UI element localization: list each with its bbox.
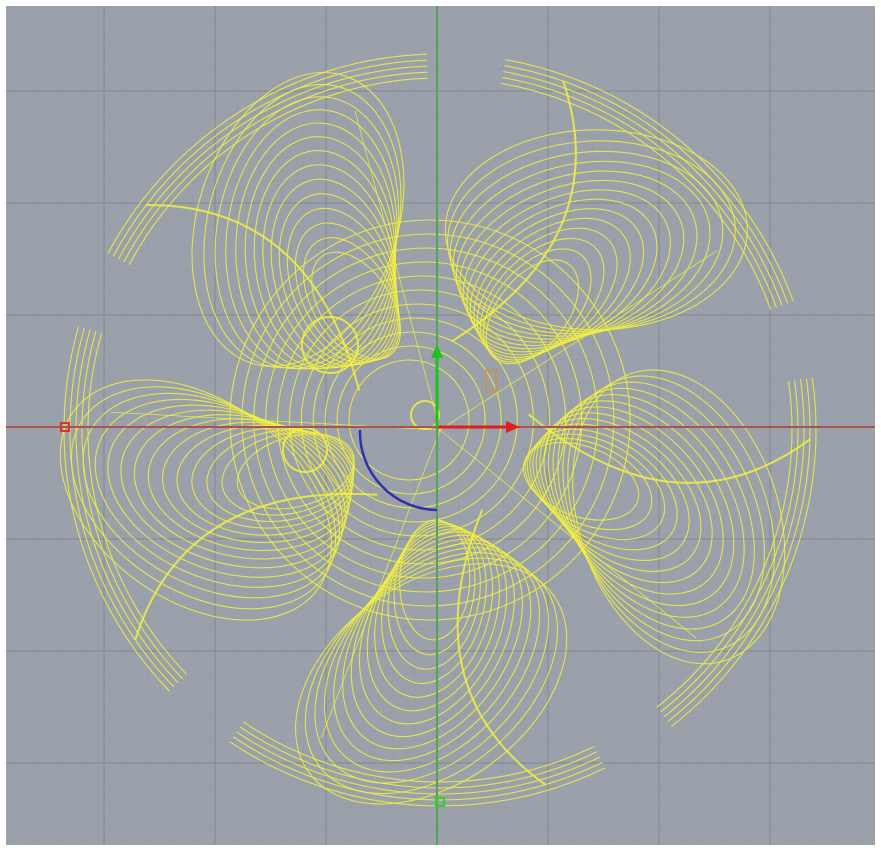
gumball-y-arrow [431,344,443,358]
gumball-rotate [358,429,438,512]
rim-arc [75,329,179,684]
rim-arc [69,327,175,688]
rim-arc [128,77,428,266]
grid [6,6,875,845]
hub-ring [277,275,567,565]
blade-edge [146,203,361,391]
hub-ring [312,317,518,523]
rim-arc [112,59,428,257]
blade-curve [221,431,355,516]
hub-eye [301,316,359,374]
blade-curve [295,563,568,805]
rim-arc [87,332,188,675]
grip-left [60,422,70,432]
rim-arc [236,731,600,795]
rim-arc [660,380,799,713]
grip-bottom [435,797,445,807]
blade-edge [451,80,577,342]
blade-edge [456,509,546,786]
hub-eye [410,400,440,430]
spoke [320,429,441,739]
spoke [354,111,441,431]
hub-ring [288,289,551,551]
blade-edge [134,492,378,641]
gumball-x-arrow [506,421,520,433]
rim-arc [656,380,793,708]
hub-ring [324,331,502,509]
blade-curve [302,237,401,361]
blade-curve [444,129,748,331]
rim-arc [504,65,789,304]
gumball-scale [485,369,497,393]
rim-arc [671,377,817,727]
rim-arc [663,379,805,718]
rim-arc [123,71,428,263]
rim-arc [501,82,772,310]
wireframe [59,53,817,807]
hub-ring [253,247,599,593]
rim-arc [232,736,603,801]
hub-ring [348,359,470,481]
rim-arc [63,326,170,692]
rim-arc [667,378,811,722]
rim-arc [107,53,427,254]
rim-arc [81,331,183,680]
hub-ring [300,303,534,537]
blade-curve [393,520,476,656]
blade-curve [59,379,332,621]
rim-arc [118,65,428,260]
hub-ring [336,345,486,495]
rim-arc [229,741,606,807]
spoke [439,429,697,639]
rim-arc [242,721,595,783]
blade-curve [482,248,592,363]
hub-ring [265,261,583,579]
hub-ring [241,233,615,607]
blade-edge [527,413,811,484]
hub-ring [229,219,631,621]
rim-arc [503,70,783,306]
rim-arc [239,726,598,789]
rim-arc [505,59,794,302]
rim-arc [502,76,777,308]
